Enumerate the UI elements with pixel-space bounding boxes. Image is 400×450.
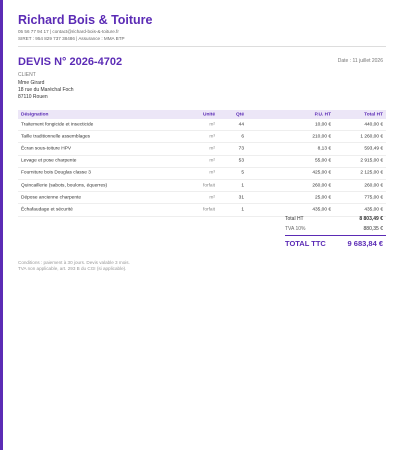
table-cell: 55,00 € <box>314 158 331 164</box>
table-cell: m² <box>209 195 215 201</box>
table-row: Taille traditionnelle assemblages m³ 6 210,… <box>18 131 386 144</box>
table-cell: Dépose ancienne charpente <box>21 195 82 201</box>
table-cell: 260,00 € <box>364 183 383 189</box>
total-ttc-label: TOTAL TTC <box>285 239 326 248</box>
table-cell: 425,00 € <box>312 170 331 176</box>
totals-separator <box>285 235 386 236</box>
column-header: Qté <box>236 112 244 117</box>
total-ttc: 9 683,84 € <box>347 239 383 248</box>
table-cell: m² <box>209 158 215 164</box>
separator <box>18 46 386 47</box>
table-cell: forfait <box>203 183 215 189</box>
table-cell: 53 <box>238 158 244 164</box>
items-table: Désignation Unité Qté P.U. HT Total HT Traite… <box>18 110 386 217</box>
table-cell: Quincaillerie (sabots, boulons, équerres… <box>21 183 108 189</box>
table-cell: 1 260,00 € <box>360 134 383 140</box>
table-cell: Écran sous-toiture HPV <box>21 146 72 152</box>
table-cell: 10,00 € <box>314 122 331 128</box>
table-cell: m² <box>209 146 215 152</box>
table-cell: 73 <box>238 146 244 152</box>
column-header: Unité <box>203 112 215 117</box>
table-cell: 593,49 € <box>364 146 383 152</box>
client-label: CLIENT <box>18 72 36 78</box>
footer-line: TVA non applicable, art. 293 B du CGI (s… <box>18 266 127 271</box>
table-row: Levage et pose charpente m² 53 55,00 € 2 915… <box>18 156 386 168</box>
table-cell: Taille traditionnelle assemblages <box>21 134 91 140</box>
total-ht-label: Total HT <box>285 216 304 222</box>
table-cell: 8,13 € <box>317 146 331 152</box>
table-cell: m² <box>209 122 215 128</box>
column-header: P.U. HT <box>314 112 331 117</box>
table-cell: Traitement fongicide et insecticide <box>21 122 94 128</box>
table-cell: 2 915,00 € <box>360 158 383 164</box>
client-city: 87110 Rouen <box>18 94 48 100</box>
table-cell: 435,00 € <box>312 207 331 213</box>
table-cell: 440,00 € <box>364 122 383 128</box>
client-name: Mme Girard <box>18 80 45 86</box>
table-row: Quincaillerie (sabots, boulons, équerres… <box>18 180 386 193</box>
column-header: Total HT <box>364 112 383 117</box>
table-header: Désignation Unité Qté P.U. HT Total HT <box>18 110 386 119</box>
company-name: Richard Bois & Toiture <box>18 13 153 27</box>
table-row: Fourniture bois Douglas classe 3 m³ 5 425,0… <box>18 168 386 180</box>
table-cell: m³ <box>209 134 215 140</box>
table-cell: 2 125,00 € <box>360 170 383 176</box>
table-row: Traitement fongicide et insecticide m² 44 1… <box>18 119 386 132</box>
table-cell: 25,00 € <box>314 195 331 201</box>
column-header: Désignation <box>21 112 49 117</box>
legal-line: SIRET : 954 829 737 38486 | Assurance : … <box>18 36 125 41</box>
client-street: 18 rue du Maréchal Foch <box>18 87 74 93</box>
table-cell: 210,00 € <box>312 134 331 140</box>
total-ht: 8 803,49 € <box>359 216 383 222</box>
table-row: Dépose ancienne charpente m² 31 25,00 € 775,… <box>18 192 386 205</box>
quote-title: DEVIS N° 2026-4702 <box>18 56 123 68</box>
table-row: Échafaudage et sécurité forfait 1 435,00 € 4… <box>18 204 386 217</box>
table-cell: m³ <box>209 170 215 176</box>
table-cell: 31 <box>238 195 244 201</box>
table-cell: Levage et pose charpente <box>21 158 77 164</box>
table-cell: 260,00 € <box>312 183 331 189</box>
table-cell: 6 <box>241 134 244 140</box>
table-cell: 5 <box>241 170 244 176</box>
contact-line: 05 56 77 94 17 | contact@richard-bois-&-… <box>18 29 119 34</box>
table-cell: 775,00 € <box>364 195 383 201</box>
table-cell: 435,00 € <box>364 207 383 213</box>
tva: 880,35 € <box>363 226 383 232</box>
table-cell: forfait <box>203 207 215 213</box>
table-row: Écran sous-toiture HPV m² 73 8,13 € 593,49 € <box>18 143 386 156</box>
table-cell: Échafaudage et sécurité <box>21 207 73 213</box>
tva-label: TVA 10% <box>285 226 306 232</box>
table-cell: Fourniture bois Douglas classe 3 <box>21 170 91 176</box>
quote-date: Date : 11 juillet 2026 <box>337 58 383 64</box>
footer-line: Conditions : paiement à 30 jours. Devis … <box>18 260 130 265</box>
table-cell: 1 <box>241 183 244 189</box>
table-cell: 1 <box>241 207 244 213</box>
table-cell: 44 <box>238 122 244 128</box>
